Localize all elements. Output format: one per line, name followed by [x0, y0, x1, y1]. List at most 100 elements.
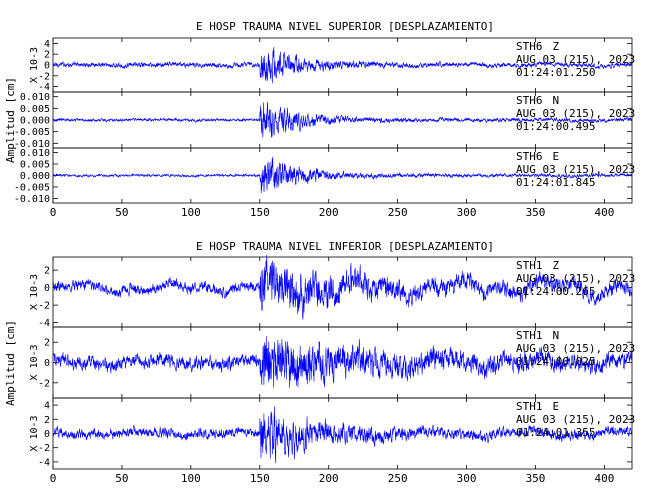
station-label: STH1 N — [516, 329, 559, 342]
x-tick-label: 250 — [388, 206, 408, 219]
y-tick-label: 2 — [44, 50, 50, 61]
x-tick-label: 300 — [457, 472, 477, 485]
y-tick-label: -0.005 — [14, 127, 50, 138]
y-tick-label: 2 — [44, 415, 50, 426]
y-tick-label: -0.005 — [14, 182, 50, 193]
record-date: AUG 03 (215), 2023 — [516, 107, 635, 120]
y-tick-label: 0.005 — [20, 160, 50, 171]
chart-title: E HOSP TRAUMA NIVEL INFERIOR [DESPLAZAMI… — [196, 240, 494, 253]
record-date: AUG 03 (215), 2023 — [516, 53, 635, 66]
x-tick-label: 150 — [250, 206, 270, 219]
station-label: STH6 E — [516, 150, 559, 163]
waveform-trace — [52, 156, 633, 194]
y-tick-label: 0 — [44, 61, 50, 72]
record-time: 01:24:01.355 — [516, 426, 595, 439]
y-tick-label: 0.000 — [20, 116, 50, 127]
y-tick-label: -2 — [38, 443, 50, 454]
record-time: 01:24:01.845 — [516, 176, 595, 189]
x-tick-label: 250 — [388, 472, 408, 485]
y-tick-label: -2 — [38, 301, 50, 312]
y-tick-label: -4 — [38, 82, 50, 93]
y-tick-label: -2 — [38, 71, 50, 82]
x-axis-inferior: 0 50 100 150 200 250 300 350 400 — [50, 472, 615, 485]
y-tick-label: 2 — [44, 266, 50, 277]
station-label: STH1 E — [516, 400, 559, 413]
y-tick-label: -2 — [38, 378, 50, 389]
component-name: N — [553, 94, 560, 107]
x-tick-label: 100 — [181, 206, 201, 219]
component-name: E — [553, 400, 560, 413]
y-scale-label: X 10-3 — [29, 47, 40, 83]
x-tick-label: 0 — [50, 472, 57, 485]
record-date: AUG 03 (215), 2023 — [516, 413, 635, 426]
y-tick-label: 0.010 — [20, 92, 50, 103]
component-name: Z — [553, 40, 560, 53]
y-tick-label: 0.010 — [20, 148, 50, 159]
x-axis-superior: 0 50 100 150 200 250 300 350 400 — [50, 206, 615, 219]
x-tick-label: 0 — [50, 206, 57, 219]
y-axis-label: Amplitud [cm] — [4, 320, 17, 406]
chart-group-inferior: E HOSP TRAUMA NIVEL INFERIOR [DESPLAZAMI… — [4, 240, 635, 485]
y-tick-label: 0.000 — [20, 171, 50, 182]
station-name: STH1 — [516, 400, 543, 413]
component-name: N — [553, 329, 560, 342]
x-tick-label: 200 — [319, 206, 339, 219]
component-name: E — [553, 150, 560, 163]
record-time: 01:24:00.025 — [516, 355, 595, 368]
record-date: AUG 03 (215), 2023 — [516, 272, 635, 285]
x-tick-label: 100 — [181, 472, 201, 485]
y-scale-label: X 10-3 — [29, 415, 40, 451]
waveform-trace — [52, 47, 633, 84]
y-scale-label: X 10-3 — [29, 274, 40, 310]
station-label: STH6 Z — [516, 40, 560, 53]
waveform-trace — [52, 336, 633, 388]
y-tick-label: 0 — [44, 429, 50, 440]
station-name: STH6 — [516, 40, 543, 53]
station-name: STH1 — [516, 329, 543, 342]
record-date: AUG 03 (215), 2023 — [516, 342, 635, 355]
component-name: Z — [553, 259, 560, 272]
waveform-trace — [52, 102, 633, 138]
y-tick-label: 4 — [44, 401, 50, 412]
x-tick-label: 400 — [594, 472, 614, 485]
record-time: 01:24:01.250 — [516, 66, 595, 79]
y-tick-label: 4 — [44, 39, 50, 50]
y-tick-label: 2 — [44, 338, 50, 349]
y-tick-label: -4 — [38, 318, 50, 329]
y-scale-label: X 10-3 — [29, 344, 40, 380]
record-time: 01:24:00.265 — [516, 285, 595, 298]
chart-title: E HOSP TRAUMA NIVEL SUPERIOR [DESPLAZAMI… — [196, 20, 494, 33]
waveform-trace — [52, 406, 633, 464]
station-name: STH6 — [516, 94, 543, 107]
station-label: STH1 Z — [516, 259, 560, 272]
x-tick-label: 200 — [319, 472, 339, 485]
record-time: 01:24:00.495 — [516, 120, 595, 133]
x-tick-label: 350 — [526, 472, 546, 485]
x-tick-label: 300 — [457, 206, 477, 219]
y-tick-label: 0 — [44, 358, 50, 369]
y-tick-label: -4 — [38, 457, 50, 468]
record-date: AUG 03 (215), 2023 — [516, 163, 635, 176]
x-tick-label: 50 — [115, 206, 128, 219]
y-axis-label: Amplitud [cm] — [4, 77, 17, 163]
station-label: STH6 N — [516, 94, 559, 107]
station-name: STH1 — [516, 259, 543, 272]
x-tick-label: 150 — [250, 472, 270, 485]
x-tick-label: 50 — [115, 472, 128, 485]
x-tick-label: 400 — [594, 206, 614, 219]
waveform-trace — [52, 254, 633, 320]
chart-group-superior: E HOSP TRAUMA NIVEL SUPERIOR [DESPLAZAMI… — [4, 20, 635, 219]
station-name: STH6 — [516, 150, 543, 163]
x-tick-label: 350 — [526, 206, 546, 219]
y-tick-label: -0.010 — [14, 194, 50, 205]
y-tick-label: -0.010 — [14, 139, 50, 150]
y-tick-label: 0 — [44, 283, 50, 294]
y-tick-label: 0.005 — [20, 104, 50, 115]
